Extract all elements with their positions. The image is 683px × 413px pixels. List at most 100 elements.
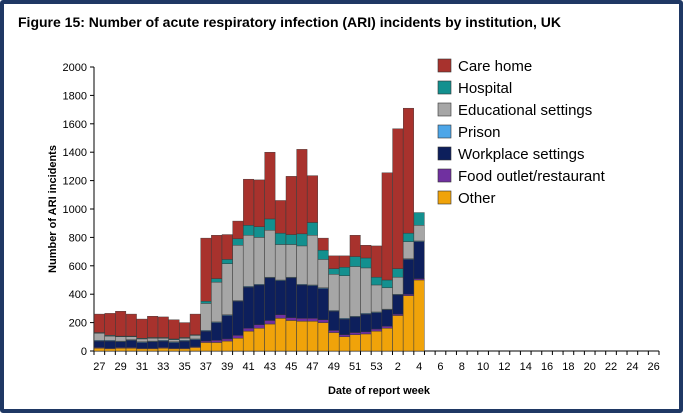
legend-label: Care home [458,58,532,75]
bar-segment [328,274,340,311]
bar-segment [232,338,244,352]
bar-segment [285,176,297,235]
legend-swatch [437,80,452,95]
bar-segment [371,284,382,313]
bar-segment [136,348,148,352]
bar-segment [189,313,201,335]
bar-segment [211,278,223,283]
bar-segment [253,237,265,285]
bar-segment [221,315,233,340]
x-tick-label: 53 [370,361,382,373]
y-axis-label: Number of ARI incidents [47,145,59,273]
bar-segment [125,347,137,352]
bar-segment [381,328,393,352]
y-tick-label: 400 [69,289,87,301]
bar-segment [157,347,169,352]
bar-segment [307,222,318,236]
bar-segment [211,342,223,352]
x-tick-label: 31 [136,361,148,373]
bar-segment [189,335,201,340]
bar-segment [328,332,340,352]
bar-segment [253,179,265,227]
bar-segment [275,244,286,281]
bar-segment [264,320,276,325]
bar-segment [381,309,393,327]
bar-segment [200,342,212,352]
legend-swatch [437,190,452,205]
bar-segment [317,259,329,289]
bar-segment [317,237,329,251]
bar-segment [339,336,350,352]
x-tick-label: 37 [200,361,212,373]
y-tick-label: 200 [69,318,87,330]
bar-segment [371,312,382,330]
bar-segment [200,303,212,331]
bar-segment [381,325,393,329]
x-tick-label: 24 [626,361,638,373]
y-tick-label: 2000 [63,62,87,74]
legend-label: Educational settings [458,102,592,119]
bar-segment [253,328,265,352]
bar-segment [93,333,105,341]
bar-segment [264,151,276,220]
x-tick-label: 51 [349,361,361,373]
bar-segment [339,267,350,276]
bar-segment [296,318,308,322]
bar-segment [285,317,297,321]
bar-segment [317,319,329,323]
bar-segment [147,341,159,349]
bar-segment [253,226,265,238]
bar-segment [296,233,308,247]
bar-segment [243,330,254,352]
x-tick-label: 29 [115,361,127,373]
x-tick-label: 18 [562,361,574,373]
x-tick-label: 16 [541,361,553,373]
x-tick-label: 45 [285,361,297,373]
bar-segment [317,249,329,260]
bar-segment [157,340,169,348]
bar-segment [360,245,372,259]
bar-segment [243,225,254,236]
y-tick-label: 1800 [63,90,87,102]
x-axis-label: Date of report week [328,385,431,397]
bar-segment [104,335,116,341]
bar-segment [360,331,372,335]
bar-segment [232,335,244,339]
bar-segment [189,339,201,347]
bar-segment [307,175,318,223]
bar-segment [147,338,159,342]
bar-segment [264,277,276,321]
legend-label: Food outlet/restaurant [458,168,606,185]
bar-segment [125,336,137,340]
bar-segment [349,332,361,335]
bar-segment [264,218,276,231]
bar-segment [275,280,286,315]
stacked-bar-chart: 0 200 400 600 800 1000 1200 1400 1600 1800 2000 27 2… [47,58,660,397]
bar-segment [371,245,382,278]
bar-segment [403,241,414,259]
x-tick-label: 33 [157,361,169,373]
bar-segment [104,340,116,349]
bar-segment [328,330,340,333]
bar-segment [243,286,254,329]
bar-segment [296,284,308,319]
bar-segment [253,284,265,325]
bar-segment [285,234,297,245]
bar-segment [243,328,254,332]
y-tick-label: 1000 [63,204,87,216]
legend-label: Other [458,190,496,207]
bar-segment [253,324,265,329]
bar-segment [168,319,180,340]
bar-segment [339,255,350,268]
y-tick-label: 600 [69,261,87,273]
bar-segment [136,338,148,342]
bar-segment [275,200,286,234]
legend-label: Prison [458,124,501,141]
bar-segment [179,322,191,338]
bar-segment [403,294,414,296]
bar-segment [157,316,169,338]
bar-segment [339,334,350,338]
y-tick-label: 1200 [63,176,87,188]
x-tick-label: 20 [584,361,596,373]
